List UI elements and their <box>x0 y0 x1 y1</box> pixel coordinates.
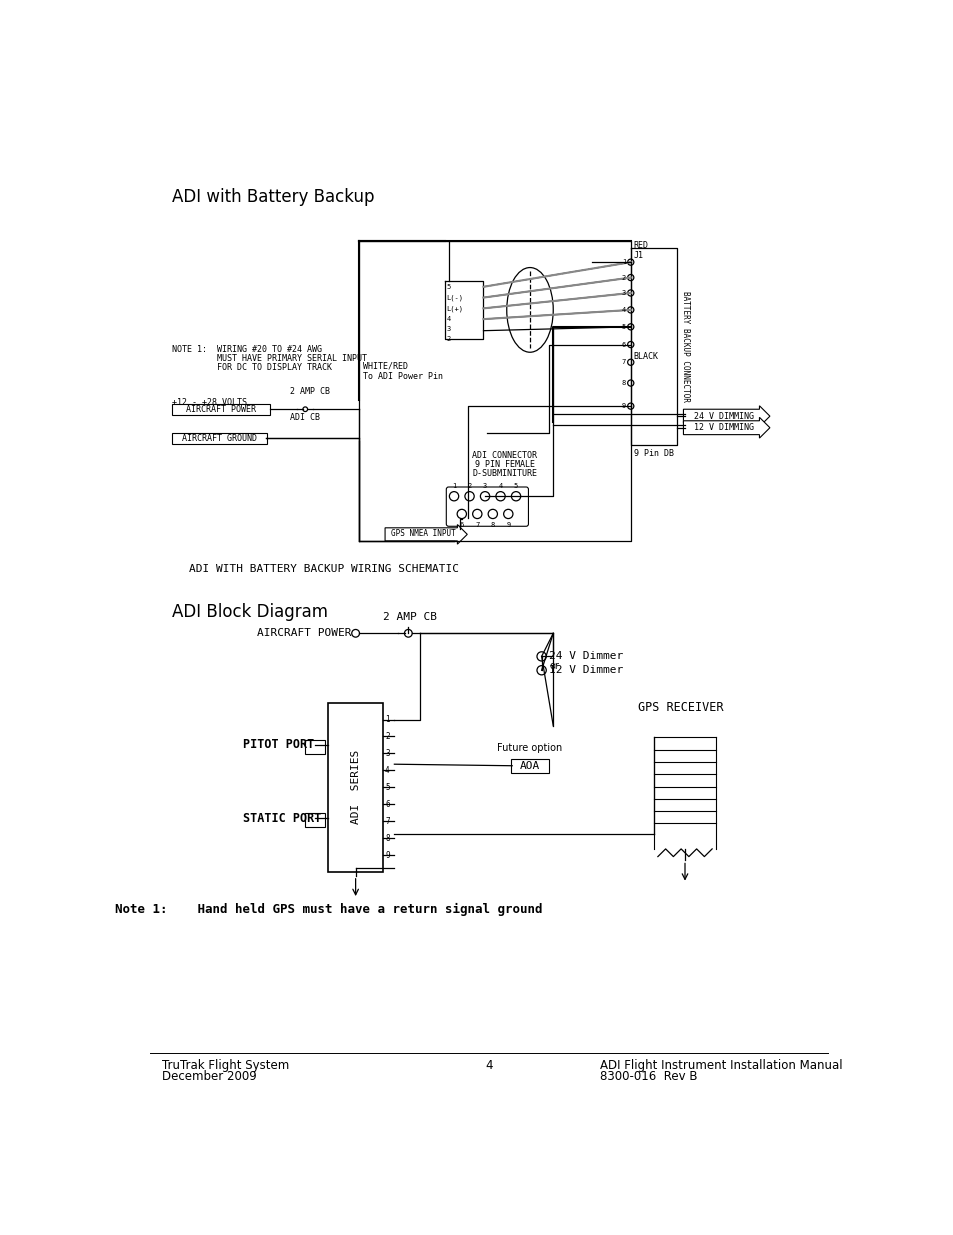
Text: 1: 1 <box>385 715 389 724</box>
Text: 2: 2 <box>385 732 389 741</box>
FancyBboxPatch shape <box>385 525 467 545</box>
Text: 5: 5 <box>446 284 450 290</box>
Text: ADI WITH BATTERY BACKUP WIRING SCHEMATIC: ADI WITH BATTERY BACKUP WIRING SCHEMATIC <box>189 564 458 574</box>
Text: 1: 1 <box>452 483 456 489</box>
Text: 3: 3 <box>482 483 487 489</box>
Text: 4: 4 <box>497 483 502 489</box>
Text: AIRCRAFT GROUND: AIRCRAFT GROUND <box>181 433 256 443</box>
Text: TruTrak Flight System: TruTrak Flight System <box>162 1060 289 1072</box>
Text: L(-): L(-) <box>446 294 463 301</box>
Text: AIRCRAFT POWER: AIRCRAFT POWER <box>186 405 256 414</box>
Text: 8: 8 <box>621 380 625 387</box>
Text: 7: 7 <box>385 816 389 826</box>
Text: 3: 3 <box>446 326 450 332</box>
Bar <box>305 740 324 755</box>
Text: 1: 1 <box>621 259 625 266</box>
FancyBboxPatch shape <box>511 758 548 773</box>
Text: MUST HAVE PRIMARY SERIAL INPUT: MUST HAVE PRIMARY SERIAL INPUT <box>172 353 367 363</box>
Text: ADI Flight Instrument Installation Manual: ADI Flight Instrument Installation Manua… <box>599 1060 841 1072</box>
Text: 12 V DIMMING: 12 V DIMMING <box>693 424 753 432</box>
Text: 7: 7 <box>621 359 625 366</box>
Text: 3: 3 <box>385 748 389 758</box>
Text: December 2009: December 2009 <box>162 1070 256 1083</box>
Text: J1: J1 <box>633 251 642 259</box>
Text: WHITE/RED: WHITE/RED <box>363 362 408 370</box>
Text: L(+): L(+) <box>446 305 463 311</box>
Text: 5: 5 <box>621 324 625 330</box>
Text: D-SUBMINITURE: D-SUBMINITURE <box>472 469 537 478</box>
Text: 2 AMP CB: 2 AMP CB <box>382 611 436 621</box>
Text: 9 PIN FEMALE: 9 PIN FEMALE <box>475 461 535 469</box>
Text: Future option: Future option <box>497 742 562 752</box>
Text: 6: 6 <box>459 522 463 529</box>
Text: 9: 9 <box>385 851 389 860</box>
Text: 9: 9 <box>506 522 510 529</box>
Text: 8300-016  Rev B: 8300-016 Rev B <box>599 1070 697 1083</box>
Text: GPS RECEIVER: GPS RECEIVER <box>638 701 723 714</box>
Text: 4: 4 <box>485 1060 492 1072</box>
Text: RED: RED <box>633 241 647 249</box>
Text: 12 V Dimmer: 12 V Dimmer <box>549 666 623 676</box>
Text: Note 1:    Hand held GPS must have a return signal ground: Note 1: Hand held GPS must have a return… <box>114 903 541 916</box>
Text: 8: 8 <box>385 834 389 842</box>
Text: 4: 4 <box>621 308 625 312</box>
Text: BLACK: BLACK <box>633 352 658 362</box>
FancyBboxPatch shape <box>682 417 769 438</box>
Text: 5: 5 <box>514 483 517 489</box>
Text: 2: 2 <box>467 483 471 489</box>
Text: 4: 4 <box>446 316 450 322</box>
Text: NOTE 1:  WIRING #20 TO #24 AWG: NOTE 1: WIRING #20 TO #24 AWG <box>172 345 321 353</box>
Text: 24 V DIMMING: 24 V DIMMING <box>693 411 753 421</box>
Text: ADI CONNECTOR: ADI CONNECTOR <box>472 451 537 459</box>
Text: 4: 4 <box>385 766 389 774</box>
Text: 7: 7 <box>475 522 479 529</box>
Bar <box>172 433 266 443</box>
Text: 3: 3 <box>621 290 625 296</box>
Text: ADI  SERIES: ADI SERIES <box>351 750 360 825</box>
Text: 2: 2 <box>446 336 450 342</box>
Text: ADI CB: ADI CB <box>290 412 320 422</box>
Text: 9: 9 <box>621 403 625 409</box>
Text: STATIC PORT: STATIC PORT <box>243 811 321 825</box>
Bar <box>328 703 382 872</box>
Text: 5: 5 <box>385 783 389 792</box>
Bar <box>172 404 270 415</box>
Text: or: or <box>549 661 558 671</box>
Text: 2 AMP CB: 2 AMP CB <box>290 387 330 396</box>
Text: PITOT PORT: PITOT PORT <box>243 739 314 751</box>
Text: To ADI Power Pin: To ADI Power Pin <box>363 372 443 380</box>
Text: 9 Pin DB: 9 Pin DB <box>634 448 673 457</box>
Text: AIRCRAFT POWER: AIRCRAFT POWER <box>257 629 352 638</box>
Text: ADI Block Diagram: ADI Block Diagram <box>172 603 328 620</box>
Bar <box>305 814 324 827</box>
Text: 6: 6 <box>385 800 389 809</box>
Text: FOR DC TO DISPLAY TRACK: FOR DC TO DISPLAY TRACK <box>172 363 332 372</box>
Text: +12 - +28 VOLTS: +12 - +28 VOLTS <box>172 399 247 408</box>
Text: GPS NMEA INPUT: GPS NMEA INPUT <box>391 530 455 538</box>
Text: 2: 2 <box>621 274 625 280</box>
FancyBboxPatch shape <box>682 406 769 426</box>
Text: 6: 6 <box>621 342 625 347</box>
Text: BATTERY BACKUP CONNECTOR: BATTERY BACKUP CONNECTOR <box>680 291 689 401</box>
Text: 24 V Dimmer: 24 V Dimmer <box>549 651 623 662</box>
Text: ADI with Battery Backup: ADI with Battery Backup <box>172 188 375 206</box>
Text: 8: 8 <box>490 522 495 529</box>
FancyBboxPatch shape <box>446 487 528 526</box>
Text: AOA: AOA <box>519 761 539 771</box>
